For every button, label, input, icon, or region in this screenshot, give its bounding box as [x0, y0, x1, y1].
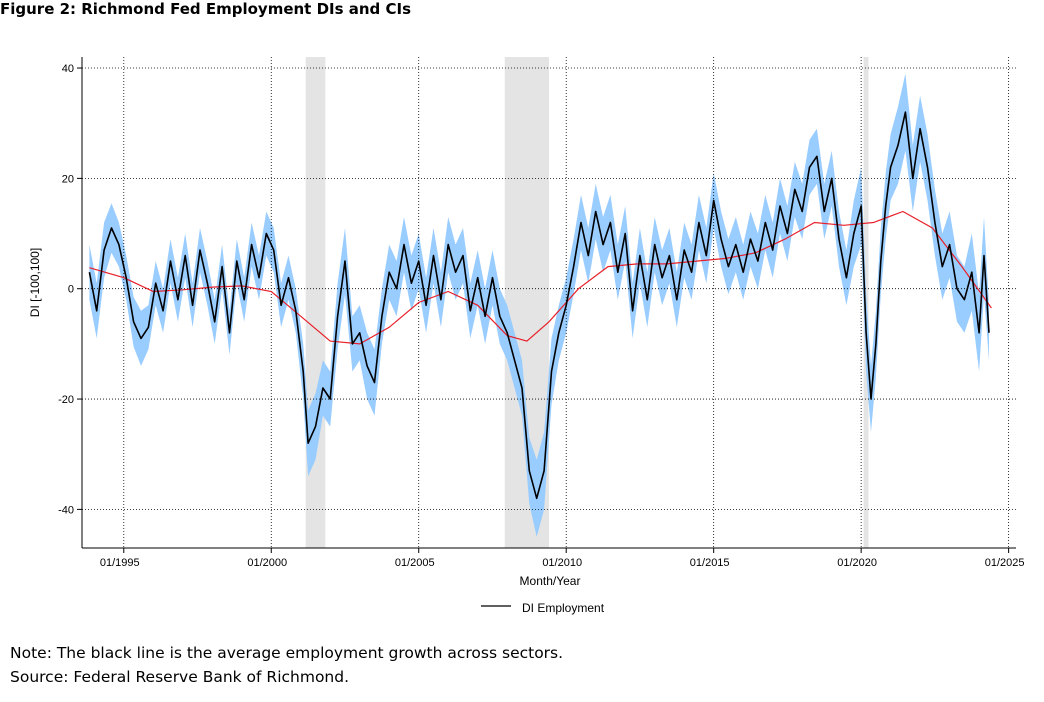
y-tick-label: 0 [68, 284, 74, 296]
x-tick-label: 01/1995 [100, 557, 140, 569]
tick-labels: 40 20 0 -20 -40 01/1995 01/2000 01/2005 01/2010 0… [58, 63, 1024, 569]
y-axis-title: DI [-100,100] [28, 248, 42, 317]
y-tick-label: -40 [58, 504, 74, 516]
axes [77, 57, 1016, 553]
x-tick-label: 01/2010 [542, 557, 582, 569]
x-tick-label: 01/2005 [395, 557, 435, 569]
di-employment-series-line [88, 111, 990, 500]
figure-source: Source: Federal Reserve Bank of Richmond… [10, 668, 350, 686]
y-tick-label: -20 [58, 394, 74, 406]
x-tick-label: 01/2015 [690, 557, 730, 569]
line-chart: 40 20 0 -20 -40 01/1995 01/2000 01/2005 01/2010 0… [28, 57, 1025, 615]
figure-note: Note: The black line is the average empl… [10, 644, 564, 662]
figure-title: Figure 2: Richmond Fed Employment DIs an… [0, 0, 412, 18]
confidence-band [89, 73, 989, 537]
legend-label-di-employment: DI Employment [522, 601, 605, 615]
y-tick-label: 20 [62, 173, 74, 185]
x-tick-label: 01/2025 [985, 557, 1025, 569]
x-tick-label: 01/2020 [837, 557, 877, 569]
x-axis-title: Month/Year [520, 574, 581, 588]
recession-shading [305, 57, 869, 548]
x-tick-label: 01/2000 [247, 557, 287, 569]
legend: DI Employment [481, 601, 605, 615]
confidence-band-area [89, 73, 989, 537]
grid-lines [82, 57, 1016, 548]
y-tick-label: 40 [62, 63, 74, 75]
di-employment-line [88, 111, 990, 500]
